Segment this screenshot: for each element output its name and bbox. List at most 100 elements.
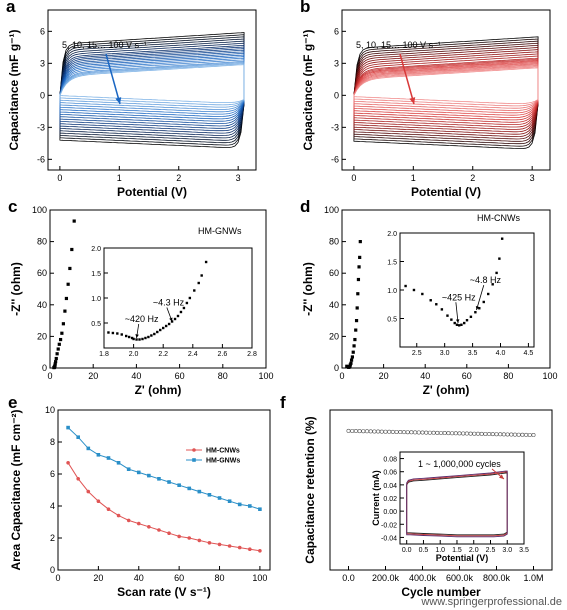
retention-point <box>487 432 492 437</box>
panel-d-inset-ytick-label: 2.0 <box>387 231 397 238</box>
inset-nyquist-point <box>457 324 461 327</box>
panel-f-inset-xtick-label: 0.0 <box>402 547 412 554</box>
inset-nyquist-point <box>453 321 456 325</box>
panel-a-scan-rate-annotation: 5, 10, 15… 100 V s⁻¹ <box>62 40 147 50</box>
cv-loop-100-vs <box>353 67 539 104</box>
panel-c-xtick-label: 80 <box>218 371 228 381</box>
nyquist-point <box>54 356 58 361</box>
panel-d-ytick-label: 0 <box>334 363 339 373</box>
panel-c-inset-frequency-label: ~420 Hz <box>125 314 159 324</box>
retention-point <box>372 429 377 434</box>
panel-e-ytick-label: 0 <box>50 565 55 575</box>
data-point-hm-gnws <box>167 480 171 484</box>
nyquist-point <box>358 255 362 259</box>
inset-nyquist-point <box>111 331 115 335</box>
retention-point <box>405 430 410 435</box>
nyquist-point <box>351 350 355 354</box>
panel-c-xtick-label: 40 <box>131 371 141 381</box>
retention-point <box>438 430 443 435</box>
retention-point <box>524 432 529 437</box>
inset-nyquist-point <box>455 323 459 326</box>
panel-c-y-axis-title: -Z'' (ohm) <box>9 262 23 316</box>
panel-a-x-axis-title: Potential (V) <box>117 185 187 199</box>
inset-nyquist-point <box>435 303 438 306</box>
inset-nyquist-point <box>116 332 119 335</box>
panel-f-inset-xtick-label: 2.5 <box>486 547 496 554</box>
inset-nyquist-point <box>179 310 183 314</box>
inset-nyquist-point <box>107 331 110 334</box>
data-point-hm-gnws <box>258 507 262 511</box>
nyquist-point <box>57 342 61 346</box>
data-point-hm-gnws <box>227 499 232 503</box>
nyquist-point <box>63 309 67 313</box>
panel-f-xtick-label: 1.0M <box>523 573 543 583</box>
nyquist-point <box>54 360 58 364</box>
data-point-hm-gnws <box>157 477 161 481</box>
data-point-hm-gnws <box>106 456 111 460</box>
retention-point <box>483 431 488 436</box>
retention-point <box>520 432 525 437</box>
panel-e-x-axis-title: Scan rate (V s⁻¹) <box>117 585 211 599</box>
retention-point <box>472 431 477 436</box>
legend-label-hm-cnws: HM-CNWs <box>206 448 240 455</box>
panel-e-ytick-label: 10 <box>45 405 55 415</box>
panel-e-xtick-label: 0 <box>55 573 60 583</box>
data-point-hm-cnws <box>66 461 70 465</box>
data-point-hm-cnws <box>126 518 131 523</box>
data-point-hm-cnws <box>177 534 181 539</box>
retention-point <box>435 430 440 435</box>
panel-a-xtick-label: 0 <box>57 173 62 183</box>
retention-point <box>368 429 373 434</box>
legend-marker-hm-gnws <box>192 458 196 462</box>
panel-d-xtick-label: 80 <box>503 371 513 381</box>
retention-point <box>516 432 521 437</box>
panel-e-area-capacitance: 0 20 40 60 80 100 0 2 4 6 8 10 HM-CNWs HM-GNWs e Scan r… <box>8 393 271 599</box>
panel-c-inset-xtick-label: 2.4 <box>188 351 198 358</box>
inset-nyquist-point <box>482 300 485 304</box>
inset-nyquist-point <box>167 322 171 326</box>
panel-b-cv-curves: 0 1 2 3 -6 -3 0 3 6 5, 10, 15… 100 V s⁻¹ b Potentia… <box>300 0 551 199</box>
panel-f-inset-xtick-label: 0.5 <box>419 547 429 554</box>
panel-d-inset-frequency-label: ~4.8 Hz <box>470 275 502 285</box>
retention-point <box>409 430 414 435</box>
retention-point <box>531 433 536 438</box>
retention-point <box>361 429 366 434</box>
panel-a-xtick-label: 3 <box>236 173 241 183</box>
nyquist-point <box>349 361 353 365</box>
panel-b-letter: b <box>300 0 310 16</box>
panel-e-xtick-label: 20 <box>93 573 103 583</box>
panel-c-inset-frequency-label: ~4.3 Hz <box>153 298 185 308</box>
inset-nyquist-point <box>500 237 504 240</box>
panel-c-letter: c <box>8 197 17 216</box>
panel-f-inset-ytick-label: 0.00 <box>383 509 397 516</box>
inset-nyquist-point <box>185 301 189 305</box>
retention-point <box>431 430 436 435</box>
panel-d-inset-frequency-label: ~425 Hz <box>442 292 476 302</box>
data-point-hm-cnws <box>106 507 111 512</box>
inset-nyquist-point <box>491 283 494 286</box>
panel-a-ytick-label: -3 <box>37 122 45 132</box>
panel-f-inset-y-title: Current (mA) <box>371 470 381 526</box>
inset-cv-loop <box>406 470 508 538</box>
retention-point <box>494 432 499 437</box>
nyquist-point <box>68 266 72 271</box>
data-point-hm-gnws <box>66 425 70 430</box>
data-point-hm-cnws <box>217 542 222 547</box>
panel-a-ytick-label: 6 <box>40 26 45 36</box>
panel-e-ytick-label: 6 <box>50 469 55 479</box>
data-point-hm-cnws <box>136 521 141 526</box>
cv-loop-90-vs <box>353 65 539 109</box>
panel-c-inset-xtick-label: 2.0 <box>129 351 139 358</box>
inset-nyquist-point <box>188 296 192 300</box>
panel-c-inset-ytick-label: 2.0 <box>91 246 101 253</box>
panel-b-xtick-label: 3 <box>530 173 535 183</box>
panel-c-xtick-label: 100 <box>258 371 273 381</box>
retention-point <box>383 429 388 434</box>
panel-c-inset-xtick-label: 1.8 <box>99 351 109 358</box>
panel-b-ytick-label: 6 <box>334 26 339 36</box>
panel-e-ytick-label: 2 <box>50 533 55 543</box>
panel-f-inset-ytick-label: 0.08 <box>383 457 397 464</box>
nyquist-point <box>356 277 361 282</box>
nyquist-point <box>353 337 357 342</box>
